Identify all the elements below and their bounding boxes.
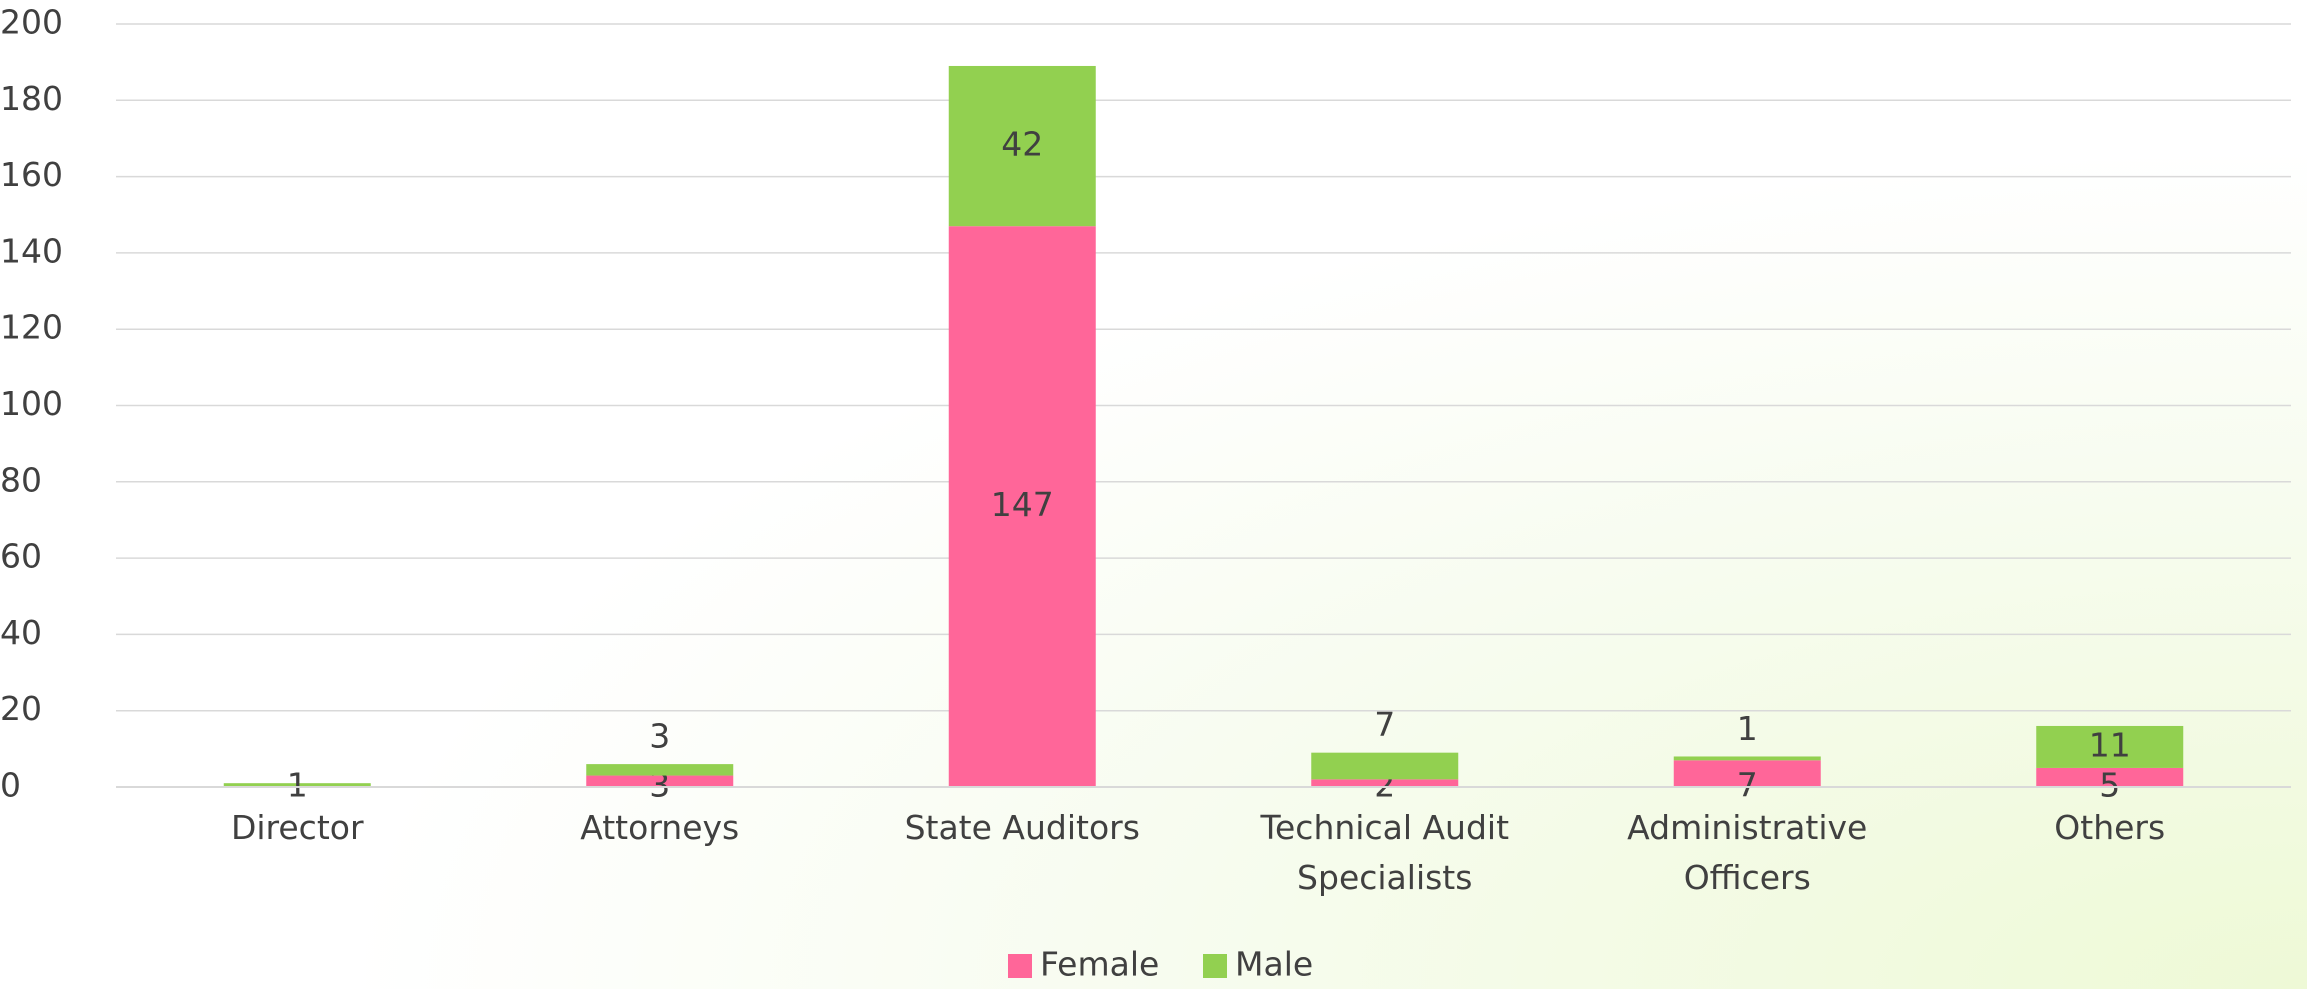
data-label: 147 bbox=[991, 485, 1054, 524]
y-tick-label: 40 bbox=[0, 613, 42, 652]
x-tick-label: Attorneys bbox=[510, 803, 810, 853]
data-label: 1 bbox=[287, 766, 308, 805]
data-label: 3 bbox=[649, 717, 670, 756]
data-label: 7 bbox=[1374, 705, 1395, 744]
bar-segment bbox=[1674, 756, 1821, 760]
y-tick-label: 200 bbox=[0, 3, 63, 42]
x-tick-label: Director bbox=[147, 803, 447, 853]
x-tick-label: Technical Audit Specialists bbox=[1235, 803, 1535, 903]
legend-swatch bbox=[1008, 954, 1032, 978]
data-label: 5 bbox=[2099, 766, 2120, 805]
data-label: 7 bbox=[1737, 766, 1758, 805]
y-tick-label: 180 bbox=[0, 79, 63, 118]
bar-segment bbox=[1311, 753, 1458, 780]
y-tick-label: 0 bbox=[0, 766, 21, 805]
bar-segment bbox=[586, 764, 733, 775]
y-tick-label: 80 bbox=[0, 460, 42, 499]
legend-label: Male bbox=[1235, 945, 1313, 984]
x-tick-label: Others bbox=[1960, 803, 2260, 853]
chart-page: 0204060801001201401601802001331474227715… bbox=[0, 0, 2307, 989]
y-tick-label: 60 bbox=[0, 537, 42, 576]
legend-label: Female bbox=[1040, 945, 1159, 984]
y-tick-label: 160 bbox=[0, 155, 63, 194]
y-tick-label: 120 bbox=[0, 308, 63, 347]
legend-swatch bbox=[1203, 954, 1227, 978]
y-tick-label: 100 bbox=[0, 384, 63, 423]
y-tick-label: 140 bbox=[0, 231, 63, 270]
x-tick-label: State Auditors bbox=[872, 803, 1172, 853]
data-label: 42 bbox=[1001, 125, 1043, 164]
x-tick-label: Administrative Officers bbox=[1597, 803, 1897, 903]
data-label: 11 bbox=[2089, 725, 2131, 764]
data-label: 1 bbox=[1737, 709, 1758, 748]
y-tick-label: 20 bbox=[0, 689, 42, 728]
